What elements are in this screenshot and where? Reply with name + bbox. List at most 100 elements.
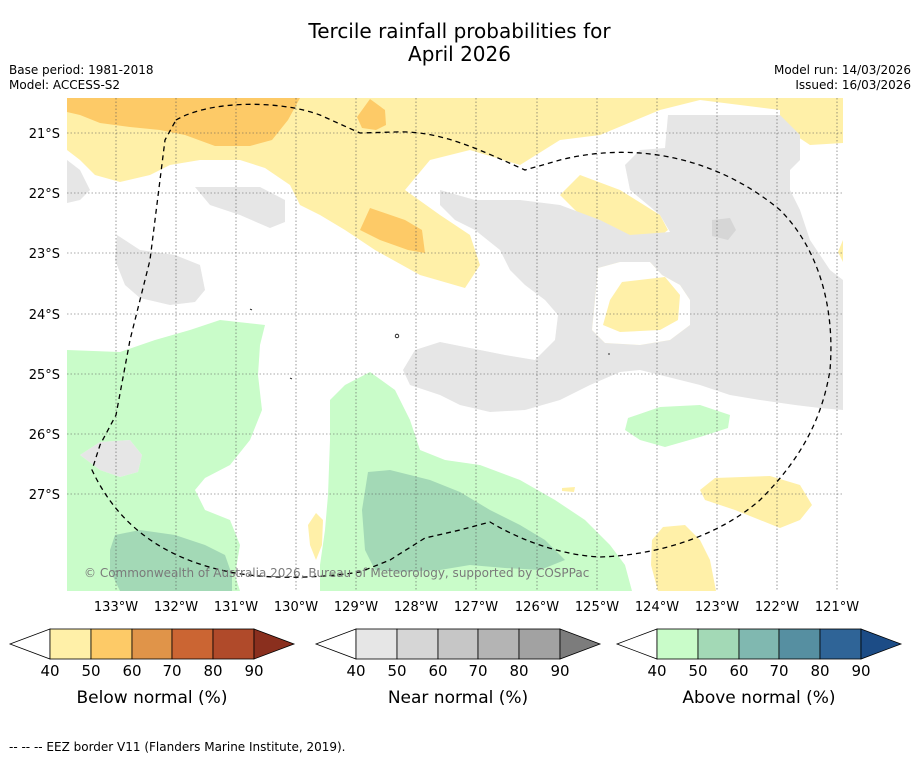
eez-footnote: -- -- -- EEZ border V11 (Flanders Marine… bbox=[9, 740, 346, 754]
colorbar-above-tick-60: 60 bbox=[729, 662, 748, 680]
lat-label-27: 27°S bbox=[29, 488, 60, 503]
near-region-sw bbox=[80, 440, 142, 477]
lon-label-122: 122°W bbox=[755, 600, 799, 615]
below-region-orange-2 bbox=[357, 99, 386, 130]
lon-label-128: 128°W bbox=[394, 600, 438, 615]
below-region-orange-1 bbox=[67, 98, 300, 146]
base-period: Base period: 1981-2018 bbox=[9, 63, 154, 77]
colorbar-below-bin-4 bbox=[171, 628, 214, 660]
near-region-east-hole-ring bbox=[592, 262, 690, 345]
near-region-inner-dot bbox=[712, 218, 736, 240]
below-region-north bbox=[67, 98, 843, 288]
longitude-labels: 133°W 132°W 131°W 130°W 129°W 128°W 127°… bbox=[94, 600, 859, 615]
near-region-west bbox=[115, 235, 205, 305]
colorbar-above-bin-3 bbox=[738, 628, 780, 660]
lat-label-24: 24°S bbox=[29, 308, 60, 323]
colorbar-below-bin-3 bbox=[131, 628, 173, 660]
lon-label-132: 132°W bbox=[154, 600, 198, 615]
islands bbox=[249, 308, 610, 380]
title-line-2: April 2026 bbox=[408, 42, 511, 66]
lat-label-23: 23°S bbox=[29, 247, 60, 262]
colorbar-near-bin-3 bbox=[437, 628, 479, 660]
near-region-nw bbox=[195, 187, 285, 228]
below-region-orange-3 bbox=[360, 208, 425, 253]
colorbar-above-tick-40: 40 bbox=[647, 662, 666, 680]
below-region-southeast bbox=[700, 476, 812, 528]
lat-label-21: 21°S bbox=[29, 127, 60, 142]
lon-label-130: 130°W bbox=[274, 600, 318, 615]
graticule bbox=[67, 98, 843, 591]
colorbar-below-label: Below normal (%) bbox=[77, 688, 228, 708]
probability-fields bbox=[67, 98, 843, 591]
colorbar-above-tick-70: 70 bbox=[769, 662, 788, 680]
lon-label-121: 121°W bbox=[815, 600, 859, 615]
colorbar-near-lower-extend bbox=[314, 628, 357, 660]
colorbar-above-label: Above normal (%) bbox=[682, 688, 835, 708]
below-region-small-1 bbox=[308, 513, 323, 560]
colorbar-above-bin-5 bbox=[819, 628, 862, 660]
colorbar-below-bin-5 bbox=[212, 628, 255, 660]
lon-label-123: 123°W bbox=[695, 600, 739, 615]
colorbar-below-tick-80: 80 bbox=[203, 662, 222, 680]
colorbar-above-tick-90: 90 bbox=[851, 662, 870, 680]
latitude-labels: 21°S 22°S 23°S 24°S 25°S 26°S 27°S bbox=[29, 127, 60, 503]
above-region-sw-dark bbox=[110, 530, 232, 591]
colorbar-below-bin-1 bbox=[49, 628, 92, 660]
colorbar-near-tick-70: 70 bbox=[468, 662, 487, 680]
colorbar-below-bin-2 bbox=[90, 628, 133, 660]
lon-label-133: 133°W bbox=[94, 600, 138, 615]
colorbar-below-lower-extend bbox=[8, 628, 51, 660]
colorbar-below-upper-extend bbox=[253, 628, 296, 660]
colorbar-near-bin-5 bbox=[518, 628, 561, 660]
colorbar-near-bin-2 bbox=[396, 628, 439, 660]
colorbar-near-bin-4 bbox=[477, 628, 520, 660]
above-region-south-dark bbox=[362, 470, 565, 572]
lat-label-25: 25°S bbox=[29, 368, 60, 383]
colorbar-below-tick-90: 90 bbox=[244, 662, 263, 680]
colorbar-near-tick-60: 60 bbox=[428, 662, 447, 680]
colorbar-above-bin-4 bbox=[778, 628, 821, 660]
colorbar-above: 40 50 60 70 80 90 Above normal (%) bbox=[615, 628, 903, 708]
colorbar-above-upper-extend bbox=[860, 628, 903, 660]
colorbar-below-tick-60: 60 bbox=[122, 662, 141, 680]
colorbar-below: 40 50 60 70 80 90 Below normal (%) bbox=[8, 628, 296, 708]
below-region-south bbox=[651, 525, 716, 591]
colorbar-near-tick-50: 50 bbox=[387, 662, 406, 680]
colorbar-near-label: Near normal (%) bbox=[388, 688, 528, 708]
title-line-1: Tercile rainfall probabilities for bbox=[308, 19, 611, 43]
eez-border-line bbox=[91, 103, 832, 578]
lon-label-131: 131°W bbox=[214, 600, 258, 615]
meta-right: Model run: 14/03/2026 Issued: 16/03/2026 bbox=[774, 63, 911, 93]
colorbar-near-tick-40: 40 bbox=[346, 662, 365, 680]
colorbar-above-tick-50: 50 bbox=[688, 662, 707, 680]
colorbar-below-tick-40: 40 bbox=[40, 662, 59, 680]
colorbar-near-tick-90: 90 bbox=[550, 662, 569, 680]
colorbar-above-tick-80: 80 bbox=[810, 662, 829, 680]
colorbar-near: 40 50 60 70 80 90 Near normal (%) bbox=[314, 628, 602, 708]
colorbar-above-bin-1 bbox=[656, 628, 699, 660]
colorbar-near-tick-80: 80 bbox=[509, 662, 528, 680]
colorbar-below-tick-70: 70 bbox=[162, 662, 181, 680]
above-region-east bbox=[625, 405, 730, 447]
meta-left: Base period: 1981-2018 Model: ACCESS-S2 bbox=[9, 63, 154, 93]
lon-label-126: 126°W bbox=[515, 600, 559, 615]
near-region-far-west bbox=[67, 160, 90, 203]
lat-label-22: 22°S bbox=[29, 187, 60, 202]
colorbar-near-bin-1 bbox=[355, 628, 398, 660]
colorbar-near-upper-extend bbox=[559, 628, 602, 660]
model-name: Model: ACCESS-S2 bbox=[9, 78, 121, 92]
lon-label-125: 125°W bbox=[575, 600, 619, 615]
model-run: Model run: 14/03/2026 bbox=[773, 63, 911, 77]
copyright-notice: © Commonwealth of Australia 2026, Bureau… bbox=[84, 566, 589, 580]
below-region-small-2 bbox=[562, 487, 575, 492]
issued-date: Issued: 16/03/2026 bbox=[795, 78, 911, 92]
colorbar-below-tick-50: 50 bbox=[81, 662, 100, 680]
lon-label-127: 127°W bbox=[454, 600, 498, 615]
lon-label-124: 124°W bbox=[635, 600, 679, 615]
colorbar-above-bin-2 bbox=[697, 628, 740, 660]
lat-label-26: 26°S bbox=[29, 428, 60, 443]
below-region-east-edge bbox=[838, 240, 843, 262]
colorbar-above-lower-extend bbox=[615, 628, 658, 660]
lon-label-129: 129°W bbox=[334, 600, 378, 615]
